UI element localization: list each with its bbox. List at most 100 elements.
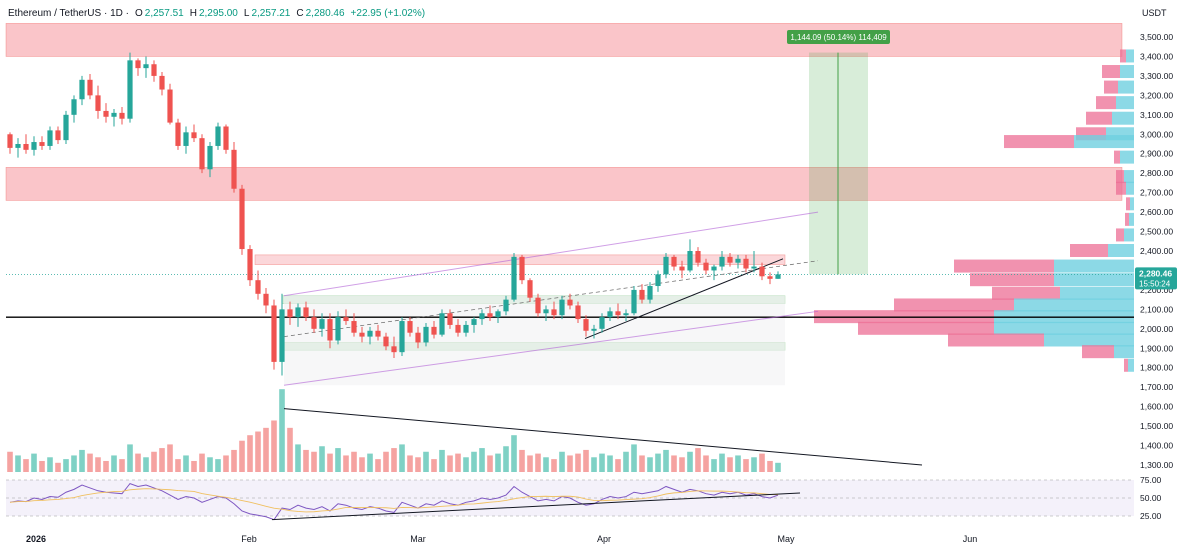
symbol-header: Ethereum / TetherUS · 1D · O 2,257.51 H 2,… xyxy=(8,4,425,22)
candle-body xyxy=(647,286,653,300)
high-label: H xyxy=(189,7,197,19)
candle-body xyxy=(463,324,469,333)
measure-label-bg xyxy=(787,30,890,44)
profile-bar-down xyxy=(1004,135,1074,149)
volume-bar xyxy=(223,455,229,472)
profile-bar-up xyxy=(1108,244,1134,257)
volume-bar xyxy=(279,389,285,472)
profile-bar-down xyxy=(1126,197,1130,211)
time-tick-label: Apr xyxy=(597,534,611,544)
range-box xyxy=(284,295,785,386)
volume-bar xyxy=(263,427,269,472)
candle-body xyxy=(543,309,549,314)
volume-bar xyxy=(631,444,637,472)
volume-bar xyxy=(7,451,13,472)
candle-body xyxy=(223,126,229,150)
rsi-tick-label: 25.00 xyxy=(1140,511,1162,521)
volume-bar xyxy=(759,453,765,472)
profile-bar-up xyxy=(994,321,1134,335)
volume-bar xyxy=(247,435,253,472)
price-tick-label: 2,100.00 xyxy=(1140,304,1173,314)
price-tag xyxy=(1135,267,1177,290)
candle-body xyxy=(295,307,301,318)
price-tick-label: 1,300.00 xyxy=(1140,460,1173,470)
candle-body xyxy=(71,99,77,115)
rsi-line xyxy=(9,483,779,521)
rsi-ma-line xyxy=(9,488,779,513)
profile-bar-down xyxy=(1096,96,1116,110)
candle-body xyxy=(231,149,237,189)
candle-body xyxy=(591,328,597,331)
change-value: +22.95 (+1.02%) xyxy=(350,7,426,19)
time-tick-label: May xyxy=(777,534,795,544)
time-tick-label: Jun xyxy=(963,534,978,544)
profile-bar-down xyxy=(1082,345,1114,359)
candle-body xyxy=(767,276,773,279)
channel-upper xyxy=(283,211,819,297)
volume-bar xyxy=(703,455,709,472)
price-tick-label: 2,000.00 xyxy=(1140,324,1173,334)
price-tick-label: 2,800.00 xyxy=(1140,168,1173,178)
candle-body xyxy=(63,114,69,141)
volume-bar xyxy=(191,460,197,472)
candle-body xyxy=(727,256,733,263)
profile-bar-up xyxy=(1074,135,1134,149)
volume-bar xyxy=(375,459,381,472)
profile-bar-up xyxy=(1044,333,1134,347)
profile-bar-up xyxy=(1120,150,1134,164)
open-value: 2,257.51 xyxy=(144,7,184,19)
candle-body xyxy=(319,319,325,329)
rsi-tick-label: 50.00 xyxy=(1140,493,1162,503)
candle-body xyxy=(495,311,501,318)
candle-body xyxy=(639,289,645,300)
candle-body xyxy=(335,317,341,341)
volume-bar xyxy=(567,455,573,472)
profile-bar-down xyxy=(1114,150,1120,164)
volume-bar xyxy=(479,448,485,472)
candle-body xyxy=(351,321,357,333)
candle-body xyxy=(455,324,461,333)
low-label: L xyxy=(243,7,250,19)
candle-body xyxy=(535,297,541,314)
profile-bar-down xyxy=(1116,170,1124,184)
candle-body xyxy=(7,134,13,148)
volume-bar xyxy=(63,459,69,472)
profile-bar-up xyxy=(1014,298,1134,312)
volume-bar xyxy=(543,457,549,472)
candle-body xyxy=(775,274,781,279)
candle-body xyxy=(167,89,173,123)
profile-bar-up xyxy=(1124,170,1134,184)
candle-body xyxy=(447,313,453,325)
symbol-title[interactable]: Ethereum / TetherUS · 1D · xyxy=(8,7,129,19)
candle-body xyxy=(127,60,133,119)
volume-bar xyxy=(551,459,557,472)
time-tick-label: Feb xyxy=(241,534,257,544)
volume-bar xyxy=(295,444,301,472)
volume-bar xyxy=(679,457,685,472)
price-tick-label: 3,400.00 xyxy=(1140,51,1173,61)
volume-bar xyxy=(383,451,389,472)
volume-bar xyxy=(415,457,421,472)
price-tick-label: 2,700.00 xyxy=(1140,188,1173,198)
candle-body xyxy=(199,138,205,170)
volume-bar xyxy=(503,446,509,472)
candle-body xyxy=(55,130,61,141)
drawing-lines xyxy=(6,211,1134,466)
profile-bar-up xyxy=(1126,181,1134,195)
profile-bar-up xyxy=(1129,212,1134,226)
high-value: 2,295.00 xyxy=(198,7,238,19)
volume-bar xyxy=(183,455,189,472)
candle-body xyxy=(751,266,757,269)
volume-bar xyxy=(767,460,773,472)
volume-bar xyxy=(535,453,541,472)
profile-bar-down xyxy=(1125,212,1129,226)
volume-bar xyxy=(727,457,733,472)
currency-label[interactable]: USDT xyxy=(1142,8,1167,18)
candle-body xyxy=(247,249,253,281)
volume-bar xyxy=(167,444,173,472)
volume-bar xyxy=(623,451,629,472)
close-label: C xyxy=(296,7,304,19)
volume-bar xyxy=(671,455,677,472)
volume-bar xyxy=(87,453,93,472)
